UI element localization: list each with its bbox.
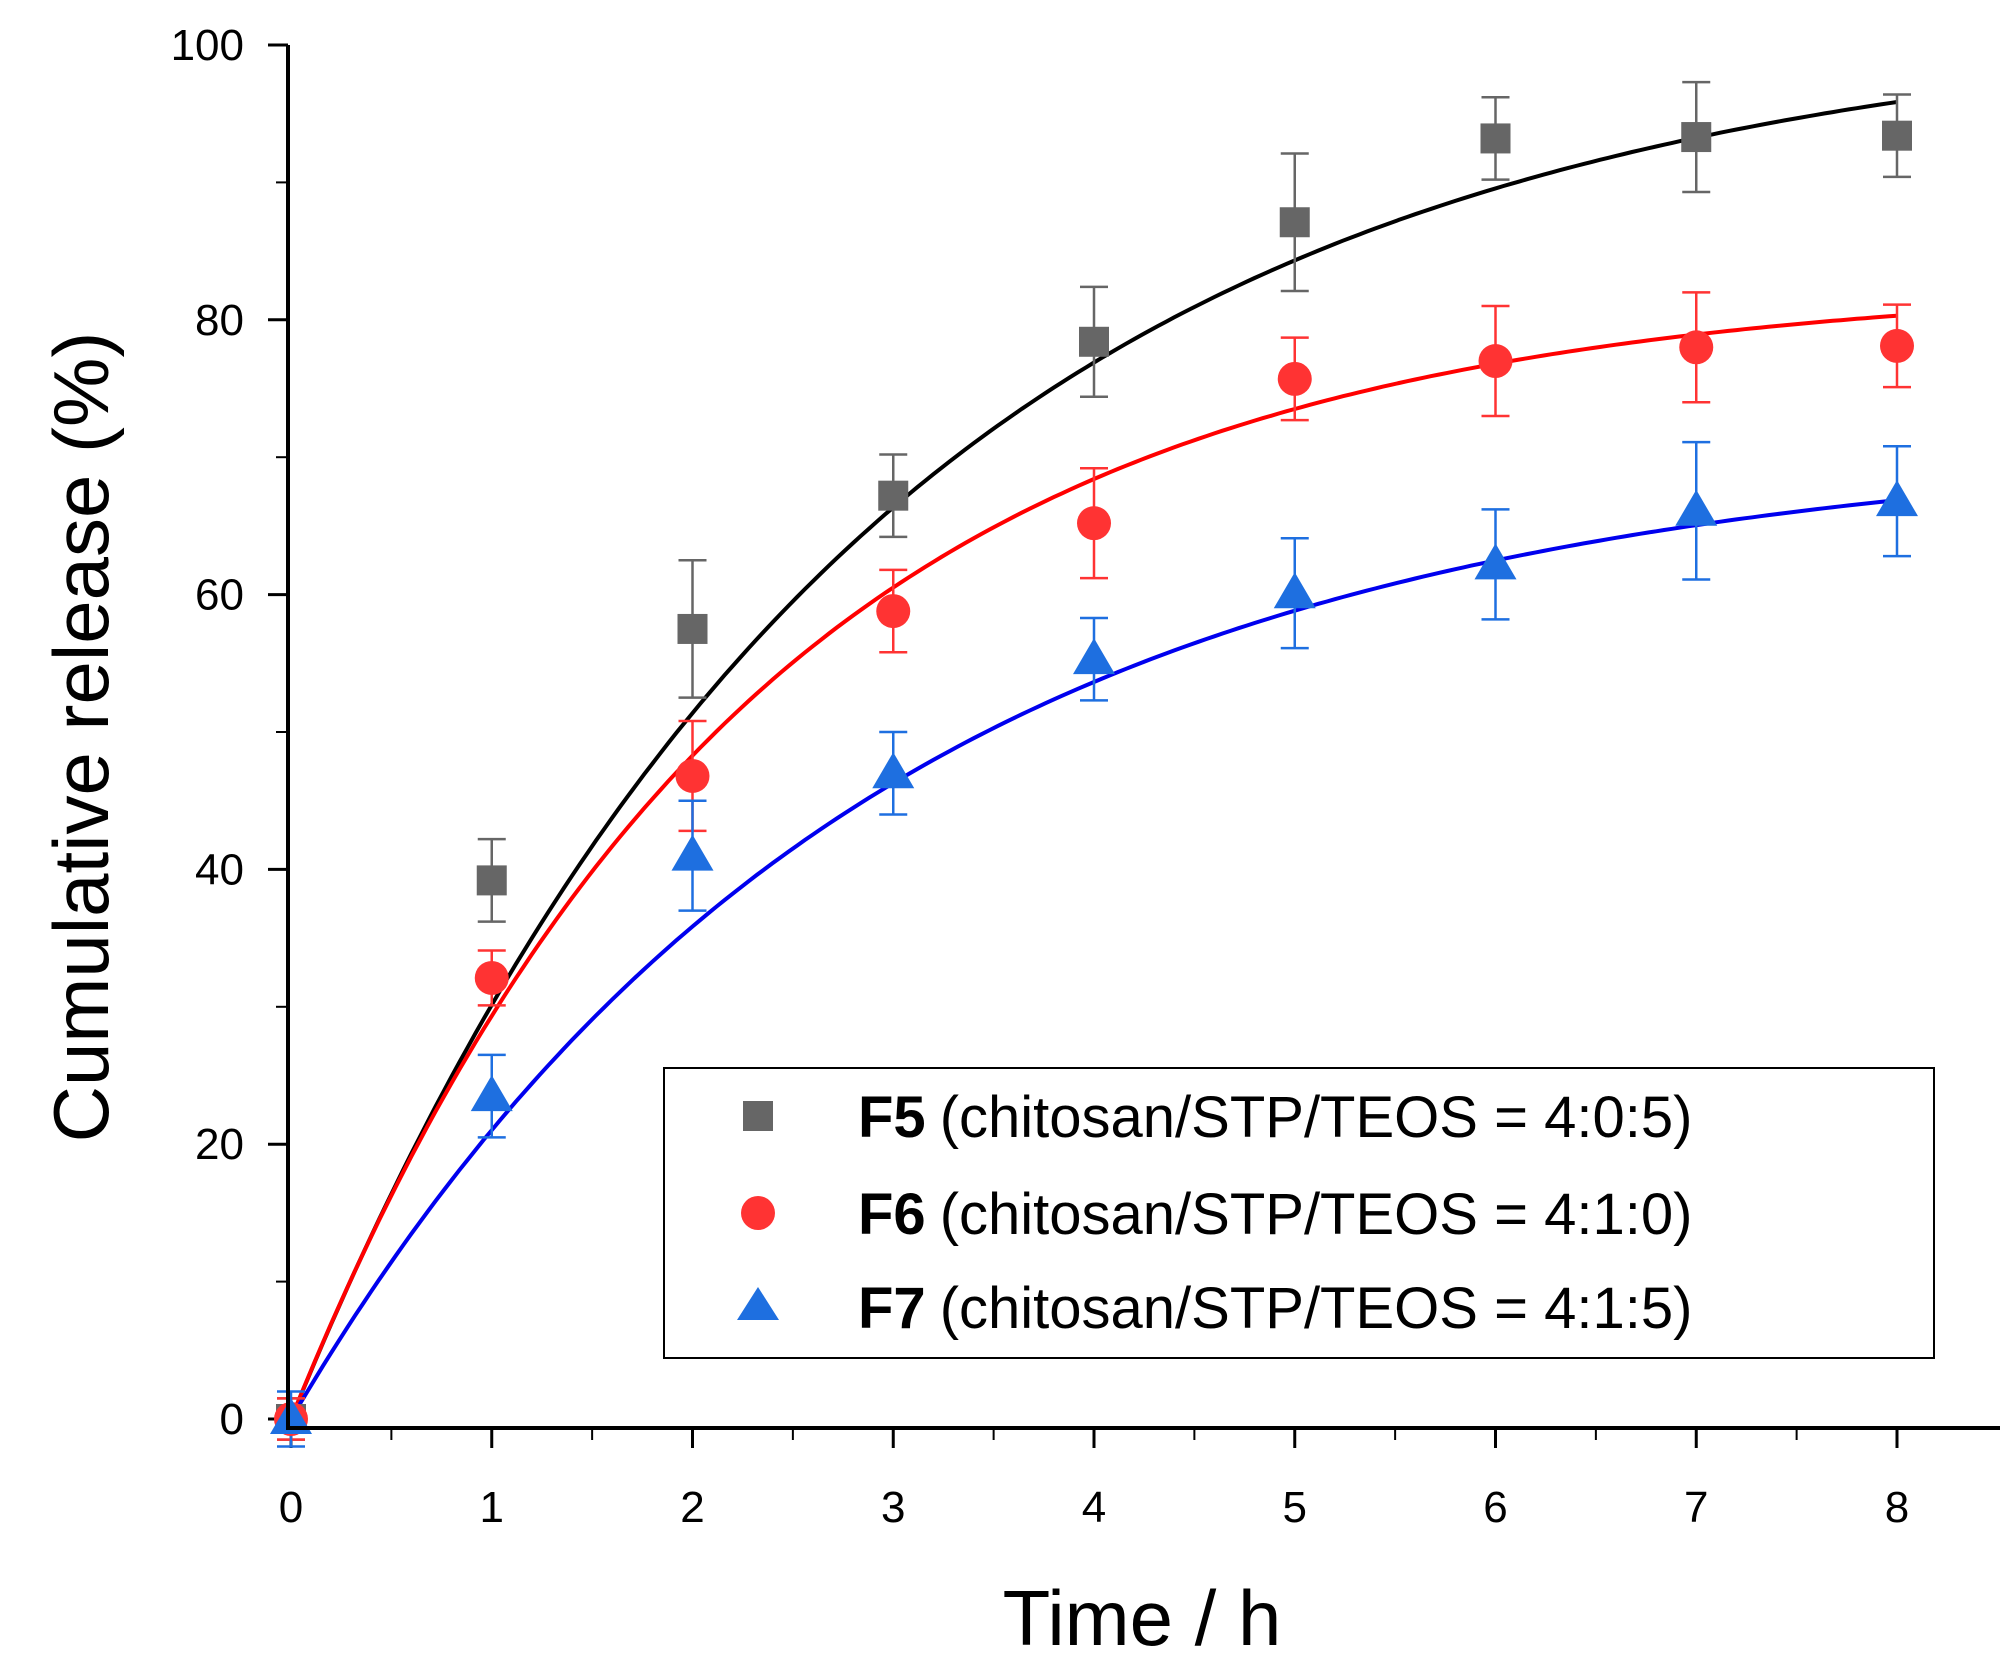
x-tick-label: 0: [279, 1483, 303, 1532]
data-markers: [270, 120, 1918, 1436]
x-tick-label: 3: [881, 1483, 905, 1532]
data-point-f7: [1474, 543, 1517, 580]
y-tick-label: 80: [195, 296, 244, 345]
data-point-f6: [876, 594, 911, 629]
x-tick-label: 6: [1483, 1483, 1507, 1532]
data-point-f5: [1079, 326, 1109, 357]
data-point-f5: [1681, 122, 1712, 153]
svg-text:F6(chitosan/STP/TEOS = 4:1:0): F6 (chitosan/STP/TEOS = 4:1:0): [858, 1182, 1692, 1247]
legend-entry-f5: F5 (chitosan/STP/TEOS = 4:0:5): [743, 1085, 1692, 1150]
legend-entry-f6: F6 (chitosan/STP/TEOS = 4:1:0): [741, 1182, 1692, 1247]
x-tick-label: 5: [1283, 1483, 1307, 1532]
legend-marker-square: [743, 1101, 773, 1131]
y-axis-ticks: 0 20 40 60 80 100: [171, 21, 288, 1444]
data-point-f5: [476, 865, 507, 896]
x-tick-label: 2: [680, 1483, 704, 1532]
data-point-f5: [1480, 123, 1511, 154]
data-point-f5: [1279, 207, 1310, 238]
x-tick-label: 8: [1885, 1483, 1909, 1532]
legend-box: [663, 1067, 1935, 1359]
x-tick-label: 1: [480, 1483, 504, 1532]
data-point-f5: [677, 613, 708, 644]
data-point-f6: [675, 758, 710, 793]
data-point-f6: [474, 960, 509, 995]
y-tick-label: 60: [195, 571, 244, 620]
data-point-f6: [1880, 328, 1914, 363]
data-point-f7: [1876, 480, 1918, 517]
legend: F5 (chitosan/STP/TEOS = 4:0:5) F6 (chitosa…: [663, 1067, 1935, 1359]
y-tick-label: 0: [220, 1395, 244, 1444]
legend-series-name: F6: [858, 1182, 926, 1247]
data-point-f5: [1882, 120, 1912, 151]
y-tick-label: 20: [195, 1120, 244, 1169]
data-point-f7: [470, 1075, 513, 1112]
data-point-f7: [270, 1398, 312, 1434]
y-axis-title: Cumulative release (%): [37, 332, 125, 1143]
svg-text:F5(chitosan/STP/TEOS = 4:0:5): F5 (chitosan/STP/TEOS = 4:0:5): [858, 1085, 1692, 1150]
legend-series-label: (chitosan/STP/TEOS = 4:1:0): [940, 1182, 1693, 1247]
data-point-f6: [1277, 361, 1312, 396]
x-tick-label: 7: [1684, 1483, 1708, 1532]
x-axis-title: Time / h: [1003, 1574, 1282, 1662]
legend-series-name: F7: [858, 1276, 926, 1341]
legend-series-label: (chitosan/STP/TEOS = 4:0:5): [940, 1085, 1693, 1150]
data-point-f7: [671, 834, 714, 871]
legend-series-label: (chitosan/STP/TEOS = 4:1:5): [940, 1276, 1693, 1341]
legend-marker-circle: [741, 1196, 775, 1230]
data-point-f7: [1073, 638, 1115, 675]
data-point-f7: [1273, 572, 1316, 609]
error-bars: [277, 80, 1911, 1448]
legend-marker-triangle: [737, 1287, 779, 1320]
legend-entry-f7: F7 (chitosan/STP/TEOS = 4:1:5): [737, 1276, 1692, 1341]
legend-series-name: F5: [858, 1085, 926, 1150]
data-point-f5: [878, 480, 909, 511]
x-tick-label: 4: [1082, 1483, 1106, 1532]
data-point-f6: [1679, 330, 1714, 365]
data-point-f7: [1675, 489, 1718, 526]
data-point-f6: [1478, 344, 1513, 379]
y-tick-label: 40: [195, 845, 244, 894]
data-point-f6: [1077, 506, 1111, 541]
y-tick-label: 100: [171, 21, 244, 70]
svg-text:F7(chitosan/STP/TEOS = 4:1:5): F7 (chitosan/STP/TEOS = 4:1:5): [858, 1276, 1692, 1341]
x-axis-ticks: 0 1 2 3 4 5 6 7 8: [279, 1428, 1909, 1532]
data-point-f7: [872, 752, 915, 789]
